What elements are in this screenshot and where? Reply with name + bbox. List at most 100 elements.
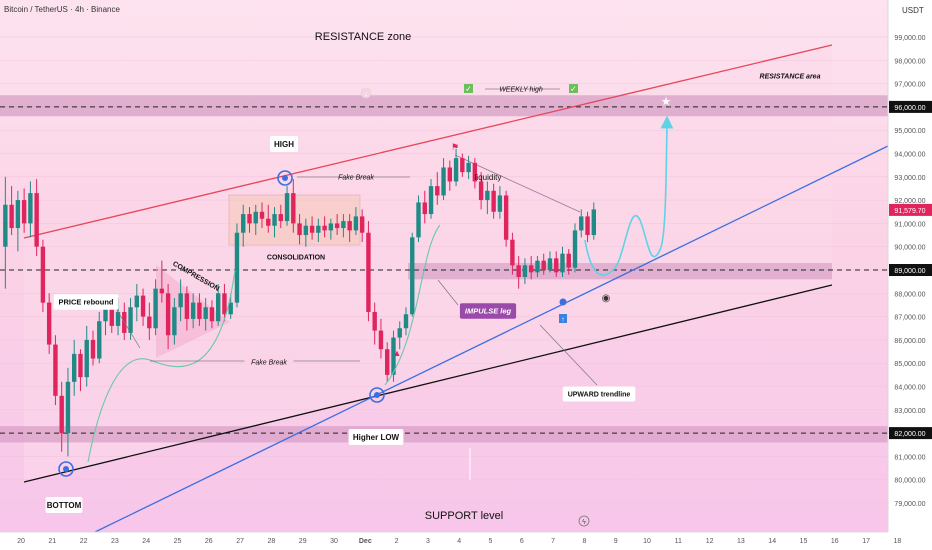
high-marker xyxy=(277,170,293,186)
candle xyxy=(572,223,578,273)
impulse-leg-label-text: IMPULSE leg xyxy=(465,307,512,316)
lightning-icon xyxy=(578,515,590,527)
y-tick-label: 84,000.00 xyxy=(894,385,925,392)
candle xyxy=(15,190,21,252)
candle-body xyxy=(297,223,302,236)
candle-body xyxy=(34,193,39,247)
candle-body xyxy=(147,316,152,329)
candle xyxy=(140,288,146,326)
candle xyxy=(366,221,371,322)
candle-body xyxy=(197,302,202,319)
fake-break-bottom-label-text: Fake Break xyxy=(251,359,287,366)
y-tick-label: 81,000.00 xyxy=(894,454,925,461)
bottom-label-text: BOTTOM xyxy=(47,501,82,510)
candle xyxy=(322,216,327,238)
x-tick-label: 6 xyxy=(520,538,524,545)
y-tick-label: 98,000.00 xyxy=(894,58,925,65)
y-tick-label: 88,000.00 xyxy=(894,291,925,298)
resistance-area-label-text: RESISTANCE area xyxy=(760,73,821,80)
candle-body xyxy=(159,288,165,294)
up-arrow-icon-glyph: ↑ xyxy=(561,317,565,324)
candle-body xyxy=(535,260,540,273)
candle xyxy=(184,286,190,331)
candle xyxy=(591,202,596,240)
higher-low-label-text: Higher LOW xyxy=(353,433,400,442)
candle-body xyxy=(59,395,64,434)
candle-body xyxy=(3,204,8,247)
candle xyxy=(510,232,515,275)
consolidation-label-text: CONSOLIDATION xyxy=(267,254,325,261)
high-marker-dot xyxy=(282,175,288,181)
candle-body xyxy=(560,253,565,273)
high-label-box xyxy=(270,136,298,152)
x-tick-label: 5 xyxy=(489,538,493,545)
candle-body xyxy=(278,214,283,222)
candle-body xyxy=(341,221,346,229)
level-tag xyxy=(889,100,932,113)
candle xyxy=(416,195,421,243)
candle xyxy=(535,256,540,277)
candle-body xyxy=(78,353,83,378)
candle-body xyxy=(372,311,377,331)
candle-body xyxy=(72,353,77,382)
candle-body xyxy=(253,211,258,224)
candle xyxy=(97,311,102,364)
impulse-leg-label: IMPULSE leg xyxy=(459,303,517,319)
candle-body xyxy=(503,195,509,240)
level-tag xyxy=(889,264,932,276)
x-tick-label: 28 xyxy=(268,538,276,545)
candle-body xyxy=(422,202,427,215)
candle xyxy=(190,293,196,329)
candle xyxy=(65,367,71,457)
y-tick-label: 85,000.00 xyxy=(894,361,925,368)
x-tick-label: 14 xyxy=(768,538,776,545)
candle xyxy=(203,297,208,331)
candle xyxy=(90,330,96,366)
higher-low-label: Higher LOW xyxy=(348,429,404,445)
bottom-marker-dot xyxy=(63,466,69,472)
candle xyxy=(466,155,471,180)
candle xyxy=(378,318,384,359)
candle xyxy=(84,325,89,387)
candle xyxy=(272,207,277,238)
candle xyxy=(215,283,221,326)
x-axis-panel xyxy=(0,532,932,550)
x-tick-label: 24 xyxy=(142,538,150,545)
rocket-icon: ▲ xyxy=(393,348,402,358)
resistance-line xyxy=(23,44,833,239)
candle xyxy=(259,202,265,229)
x-tick-label: Dec xyxy=(359,538,372,545)
candle-body xyxy=(172,307,177,336)
candle-body xyxy=(65,381,71,434)
high-marker-ring xyxy=(277,170,293,186)
y-tick-label: 80,000.00 xyxy=(894,478,925,485)
x-tick-label: 15 xyxy=(800,538,808,545)
candle-body xyxy=(247,214,252,224)
candle-body xyxy=(190,302,196,319)
x-tick-label: 17 xyxy=(862,538,870,545)
bottom-label-box xyxy=(45,497,83,513)
candle xyxy=(403,307,409,336)
candle-body xyxy=(21,200,27,224)
resistance-band xyxy=(0,95,888,117)
support-level-label-text: SUPPORT level xyxy=(425,510,503,522)
candle xyxy=(547,251,553,273)
candle-body xyxy=(410,237,415,315)
candle xyxy=(441,158,446,201)
candle-body xyxy=(591,209,596,236)
candle xyxy=(522,258,528,284)
candle xyxy=(309,216,315,240)
candle xyxy=(554,251,559,277)
x-tick-label: 7 xyxy=(551,538,555,545)
candle-body xyxy=(209,307,215,322)
resistance-area-label: RESISTANCE area xyxy=(760,73,821,80)
candle xyxy=(241,204,246,247)
trend-lines xyxy=(23,44,891,533)
candle-body xyxy=(541,260,546,270)
candle-body xyxy=(510,239,515,266)
higher-low-marker-ring xyxy=(369,387,385,403)
high-label: HIGH xyxy=(270,136,298,152)
x-tick-label: 2 xyxy=(395,538,399,545)
candle-body xyxy=(460,158,465,173)
